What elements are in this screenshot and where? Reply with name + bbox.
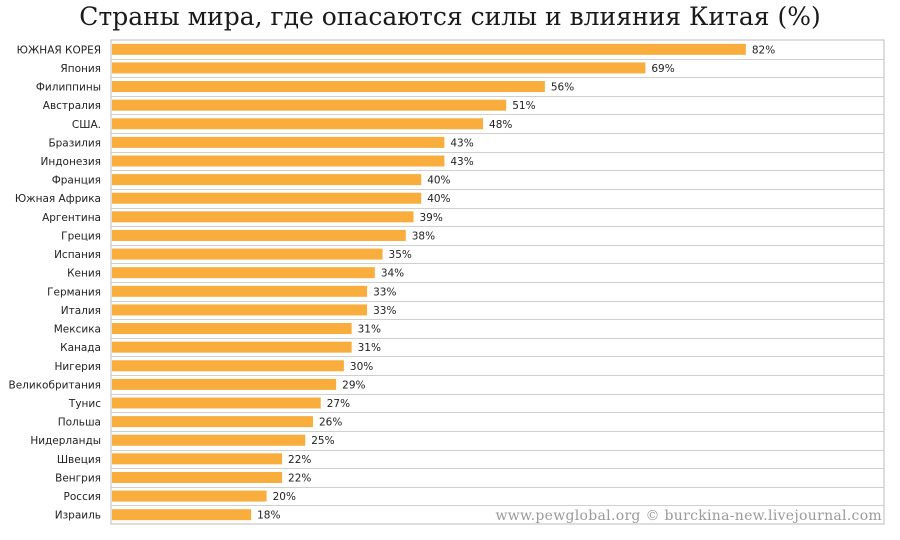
bar (112, 453, 283, 465)
category-label: Бразилия (48, 137, 101, 149)
category-label: Мексика (54, 324, 101, 336)
value-label: 40% (427, 193, 450, 205)
bar (112, 267, 375, 279)
bar (112, 416, 313, 428)
category-label: Венгрия (55, 472, 101, 484)
bar (112, 323, 352, 335)
watermark: www.pewglobal.org © burckina-new.livejou… (495, 508, 882, 524)
bar (112, 99, 507, 111)
bar (112, 136, 445, 148)
bars (112, 43, 746, 521)
category-label: Швеция (57, 454, 101, 466)
value-label: 29% (342, 379, 365, 391)
bar (112, 155, 445, 167)
chart-title: Страны мира, где опасаются силы и влияни… (79, 2, 821, 31)
category-label: Греция (61, 230, 101, 242)
bar (112, 211, 414, 223)
bar (112, 360, 344, 372)
value-label: 18% (257, 510, 280, 522)
bar (112, 285, 368, 297)
value-label: 33% (373, 305, 396, 317)
bar (112, 81, 545, 93)
category-label: Израиль (55, 510, 101, 522)
category-label: Южная Африка (15, 193, 101, 205)
category-label: Испания (54, 249, 101, 261)
value-label: 27% (327, 398, 350, 410)
category-label: Великобритания (9, 379, 102, 391)
value-label: 31% (358, 324, 381, 336)
value-label: 82% (752, 44, 775, 56)
value-label: 51% (512, 100, 535, 112)
bar (112, 434, 306, 446)
category-label: Аргентина (42, 212, 101, 224)
bar (112, 192, 422, 204)
value-label: 33% (373, 286, 396, 298)
value-label: 34% (381, 268, 404, 280)
value-label: 40% (427, 175, 450, 187)
category-label: Польша (58, 417, 101, 429)
bar (112, 43, 746, 55)
category-label: Франция (52, 175, 101, 187)
value-label: 25% (311, 435, 334, 447)
bar (112, 378, 337, 390)
bar (112, 490, 267, 502)
value-label: 20% (273, 491, 296, 503)
bar (112, 174, 422, 186)
bar (112, 509, 252, 521)
bar (112, 471, 283, 483)
bar (112, 118, 484, 130)
value-label: 56% (551, 82, 574, 94)
category-label: Япония (60, 63, 101, 75)
category-label: Италия (61, 305, 101, 317)
category-label: ЮЖНАЯ КОРЕЯ (17, 44, 101, 56)
value-label: 38% (412, 230, 435, 242)
bar (112, 62, 646, 74)
bar (112, 229, 406, 241)
bar (112, 304, 368, 316)
category-label: Нигерия (54, 361, 101, 373)
value-label: 39% (419, 212, 442, 224)
bar (112, 248, 383, 260)
category-label: Тунис (68, 398, 101, 410)
category-label: Филиппины (36, 82, 101, 94)
value-label: 69% (651, 63, 674, 75)
value-label: 48% (489, 119, 512, 131)
value-label: 22% (288, 454, 311, 466)
category-label: Кения (67, 268, 101, 280)
value-label: 35% (389, 249, 412, 261)
value-labels: 82%69%56%51%48%43%43%40%40%39%38%35%34%3… (257, 44, 775, 521)
value-label: 43% (450, 137, 473, 149)
category-label: Россия (64, 491, 101, 503)
category-labels: ЮЖНАЯ КОРЕЯ Япония Филиппины Австралия США. Б… (9, 44, 102, 521)
value-label: 30% (350, 361, 373, 373)
bar (112, 397, 321, 409)
value-label: 43% (450, 156, 473, 168)
value-label: 26% (319, 417, 342, 429)
category-label: Германия (47, 286, 101, 298)
value-label: 31% (358, 342, 381, 354)
category-label: Индонезия (41, 156, 101, 168)
bar (112, 341, 352, 353)
category-label: Канада (60, 342, 101, 354)
value-label: 22% (288, 472, 311, 484)
category-label: Нидерланды (30, 435, 101, 447)
category-label: США. (72, 119, 101, 131)
category-label: Австралия (43, 100, 101, 112)
gridlines (111, 59, 884, 506)
